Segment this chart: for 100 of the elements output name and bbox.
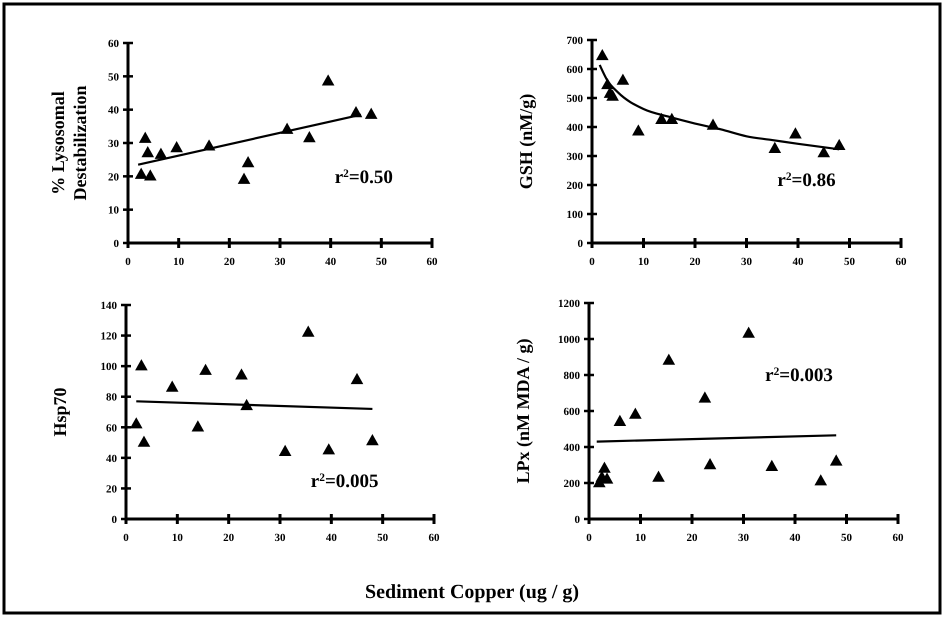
point — [662, 354, 676, 365]
point — [768, 142, 782, 153]
x-tick-label: 60 — [428, 532, 440, 544]
point — [817, 146, 830, 158]
point — [698, 391, 712, 403]
point — [616, 74, 630, 85]
y-tick-label: 100 — [566, 209, 584, 221]
x-tick-label: 50 — [844, 256, 856, 268]
y-axis-title: GSH (nM/g) — [516, 94, 536, 190]
point — [242, 156, 254, 168]
point — [655, 112, 668, 124]
annotation: r$^{2}$=0.86 — [777, 170, 836, 192]
y-axis-title: LPx (nM MDA / g) — [513, 338, 533, 484]
point — [170, 141, 183, 152]
annotation: r$^{2}$=0.003 — [765, 364, 833, 386]
y-tick-label: 120 — [100, 330, 118, 343]
x-tick-label: 10 — [635, 532, 646, 544]
x-tick-label: 0 — [586, 532, 592, 544]
point — [596, 48, 609, 60]
x-tick-label: 20 — [686, 532, 698, 544]
x-tick-label: 50 — [377, 532, 389, 544]
y-tick-label: 140 — [100, 300, 118, 312]
x-tick-label: 40 — [792, 256, 804, 268]
x-tick-label: 10 — [638, 256, 650, 268]
y-tick-label: 60 — [108, 38, 120, 50]
x-tick-label: 20 — [223, 532, 235, 544]
y-axis-title: % Lysosomal Destabilization — [48, 86, 90, 200]
x-tick-label: 10 — [173, 256, 185, 268]
y-tick-label: 80 — [106, 392, 118, 404]
point — [350, 372, 364, 384]
point — [364, 108, 378, 119]
y-tick-label: 10 — [108, 204, 120, 217]
x-tick-label: 60 — [426, 256, 438, 268]
y-tick-label: 300 — [566, 151, 584, 163]
y-tick-label: 40 — [108, 104, 120, 117]
y-tick-label: 20 — [108, 171, 120, 184]
point — [303, 131, 316, 142]
point — [614, 414, 626, 426]
y-tick-label: 20 — [106, 483, 118, 496]
x-tick-label: 0 — [125, 256, 132, 268]
y-tick-label: 700 — [566, 35, 584, 47]
y-tick-label: 400 — [564, 442, 580, 454]
point — [138, 436, 150, 447]
point — [632, 124, 645, 136]
point — [742, 326, 755, 338]
annotation: r$^{2}$=0.50 — [334, 167, 393, 188]
x-axis-title: Sediment Copper (ug / g) — [364, 581, 580, 603]
point — [814, 474, 828, 486]
point — [138, 132, 152, 143]
point — [302, 326, 315, 337]
y-tick-label: 50 — [108, 71, 120, 84]
point — [322, 443, 336, 454]
y-tick-label: 100 — [100, 361, 118, 374]
y-tick-label: 600 — [564, 406, 580, 418]
x-tick-label: 50 — [376, 256, 388, 268]
point — [598, 462, 611, 473]
y-tick-label: 0 — [574, 514, 580, 526]
x-tick-label: 0 — [123, 532, 130, 544]
y-tick-label: 30 — [108, 138, 120, 150]
point — [789, 127, 802, 138]
x-tick-label: 10 — [172, 532, 184, 544]
y-tick-label: 0 — [112, 514, 118, 526]
x-tick-label: 50 — [841, 532, 852, 544]
point — [192, 420, 204, 432]
point — [766, 460, 778, 471]
y-tick-label: 40 — [106, 452, 118, 465]
y-tick-label: 1200 — [558, 298, 580, 310]
x-tick-label: 60 — [896, 256, 907, 268]
point — [130, 417, 143, 428]
x-tick-label: 30 — [741, 256, 752, 268]
point — [322, 74, 334, 86]
point — [238, 172, 250, 184]
x-tick-label: 40 — [790, 532, 801, 544]
point — [154, 148, 168, 159]
y-tick-label: 500 — [566, 93, 584, 105]
annotation: r$^{2}$=0.005 — [310, 470, 379, 492]
x-tick-label: 40 — [326, 532, 338, 544]
y-tick-label: 1000 — [558, 334, 580, 346]
x-tick-label: 20 — [224, 256, 236, 268]
x-tick-label: 30 — [738, 532, 750, 544]
point — [141, 146, 154, 158]
point — [652, 470, 665, 482]
x-tick-label: 30 — [274, 532, 286, 544]
point — [199, 364, 212, 375]
y-tick-label: 200 — [566, 180, 584, 192]
point — [134, 168, 148, 179]
point — [278, 444, 292, 456]
x-tick-label: 60 — [892, 532, 904, 544]
point — [830, 454, 842, 466]
point — [606, 90, 619, 101]
point — [629, 408, 642, 419]
point — [235, 368, 248, 380]
point — [600, 472, 614, 484]
y-tick-label: 60 — [106, 422, 118, 434]
y-tick-label: 800 — [564, 370, 580, 382]
y-tick-label: 0 — [578, 238, 584, 250]
y-tick-label: 400 — [566, 122, 584, 134]
x-tick-label: 20 — [690, 256, 701, 268]
x-tick-label: 40 — [325, 256, 337, 268]
y-tick-label: 0 — [114, 238, 120, 250]
